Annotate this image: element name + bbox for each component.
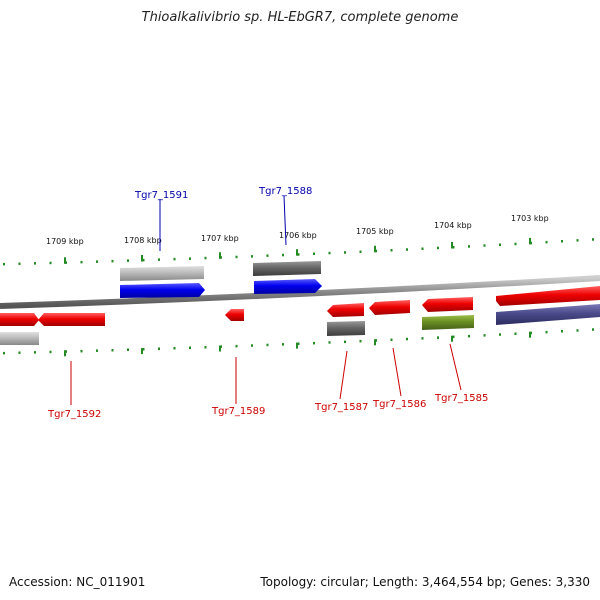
- gene-feature-light-bottom[interactable]: [0, 332, 39, 345]
- gene-label-tgr7-1592[interactable]: Tgr7_1592: [47, 409, 101, 420]
- leader-tgr7-1586: [392, 347, 402, 397]
- scale-label-1709: 1709 kbp: [46, 237, 84, 246]
- scale-label-1704: 1704 kbp: [434, 221, 472, 230]
- genome-title: Thioalkalivibrio sp. HL-EbGR7, complete …: [141, 10, 459, 25]
- gene-tgr7-1585[interactable]: [422, 297, 473, 312]
- gene-tgr7-1592[interactable]: [38, 313, 105, 326]
- gene-forward-right[interactable]: [496, 286, 600, 306]
- leader-tgr7-1587: [339, 350, 348, 400]
- gene-feature-dark-bottom[interactable]: [327, 321, 365, 336]
- forward-strand-genes: [120, 279, 600, 306]
- feature-track-top-outer: [120, 261, 321, 281]
- gene-tgr7-1591[interactable]: [120, 283, 205, 298]
- scale-labels: 1709 kbp 1708 kbp 1707 kbp 1706 kbp 1705…: [46, 214, 549, 246]
- gene-feature-light[interactable]: [120, 266, 204, 281]
- gene-label-tgr7-1591[interactable]: Tgr7_1591: [134, 190, 188, 201]
- gene-label-leaders: [70, 195, 462, 405]
- scale-label-1707: 1707 kbp: [201, 234, 239, 243]
- gene-feature-olive[interactable]: [422, 315, 474, 330]
- gene-reverse-left-edge[interactable]: [0, 313, 39, 326]
- gene-label-tgr7-1585[interactable]: Tgr7_1585: [434, 393, 488, 404]
- gene-tgr7-1588[interactable]: [254, 279, 322, 294]
- scale-ticks-top: [3, 237, 594, 266]
- gene-feature-dark[interactable]: [253, 261, 321, 276]
- accession-label: Accession: NC_011901: [9, 575, 146, 589]
- scale-label-1705: 1705 kbp: [356, 227, 394, 236]
- genome-summary: Topology: circular; Length: 3,464,554 bp…: [260, 575, 590, 589]
- leader-tgr7-1585: [449, 343, 462, 391]
- gene-tgr7-1586[interactable]: [369, 300, 410, 315]
- scale-ticks-bottom: [3, 328, 594, 357]
- genome-backbone: [0, 275, 600, 309]
- reverse-strand-genes: [0, 297, 473, 326]
- gene-tgr7-1587[interactable]: [327, 303, 364, 317]
- leader-tgr7-1588: [283, 195, 287, 246]
- scale-label-1706: 1706 kbp: [279, 231, 317, 240]
- gene-label-tgr7-1589[interactable]: Tgr7_1589: [211, 406, 265, 417]
- feature-track-bottom-outer: [0, 304, 600, 345]
- scale-label-1703: 1703 kbp: [511, 214, 549, 223]
- gene-tgr7-1589[interactable]: [225, 309, 244, 321]
- scale-label-1708: 1708 kbp: [124, 236, 162, 245]
- gene-label-tgr7-1586[interactable]: Tgr7_1586: [372, 399, 426, 410]
- gene-label-tgr7-1587[interactable]: Tgr7_1587: [314, 402, 368, 413]
- gene-labels: Tgr7_1591 Tgr7_1588 Tgr7_1592 Tgr7_1589 …: [47, 186, 488, 420]
- gene-label-tgr7-1588[interactable]: Tgr7_1588: [258, 186, 312, 197]
- gene-feature-slate[interactable]: [496, 304, 600, 325]
